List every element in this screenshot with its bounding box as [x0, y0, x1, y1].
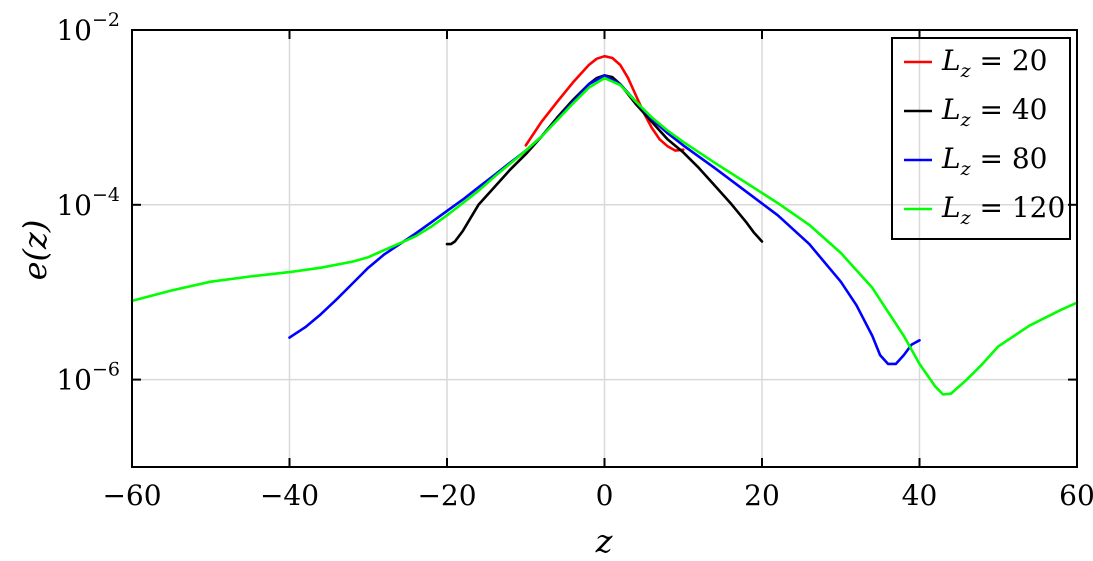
x-tick-label: −60 [102, 479, 161, 512]
legend-subscript: z [960, 109, 972, 131]
x-tick-label: 40 [902, 479, 938, 512]
series-line-0 [524, 54, 685, 152]
y-tick-exponent: −4 [92, 184, 120, 206]
y-tick-label: 10−6 [56, 359, 120, 397]
series-line-2 [288, 74, 921, 366]
x-tick-label: 60 [1059, 479, 1093, 512]
legend-value: = 20 [971, 44, 1048, 77]
legend-value: = 80 [971, 142, 1048, 175]
legend-subscript: z [960, 158, 972, 180]
y-tick-labels: 10−210−410−6 [56, 9, 120, 397]
legend-entry-3: Lz = 120 [941, 191, 1065, 229]
y-tick-exponent: −2 [92, 9, 120, 31]
legend-symbol: L [941, 93, 961, 126]
legend-subscript: z [960, 60, 972, 82]
legend-symbol: L [941, 191, 961, 224]
legend-entry-1: Lz = 40 [941, 93, 1048, 131]
legend-entry-2: Lz = 80 [941, 142, 1048, 180]
legend-value: = 120 [971, 191, 1066, 224]
y-tick-base: 10 [56, 364, 92, 397]
x-axis-label: z [595, 522, 614, 560]
series-line-3 [130, 76, 1079, 396]
y-tick-base: 10 [56, 189, 92, 222]
axis-layer [131, 29, 1078, 468]
legend-symbol: L [941, 142, 961, 175]
y-tick-label: 10−4 [56, 184, 120, 222]
y-tick-label: 10−2 [56, 9, 120, 47]
x-tick-label: −20 [417, 479, 476, 512]
grid-layer [132, 30, 1077, 467]
x-tick-labels: −60 −40 −20 0 20 40 60 [102, 479, 1093, 512]
y-tick-exponent: −6 [92, 359, 120, 381]
legend-entry-0: Lz = 20 [941, 44, 1048, 82]
y-axis-label: e(z) [16, 220, 54, 281]
legend-value: = 40 [971, 93, 1048, 126]
series-line-1 [445, 74, 764, 246]
series-layer [130, 54, 1079, 396]
y-tick-base: 10 [56, 14, 92, 47]
legend-subscript: z [960, 207, 972, 229]
x-tick-label: 20 [744, 479, 780, 512]
x-tick-label: −40 [260, 479, 319, 512]
x-tick-label: 0 [596, 479, 614, 512]
legend-symbol: L [941, 44, 961, 77]
legend-frame [891, 37, 1071, 240]
